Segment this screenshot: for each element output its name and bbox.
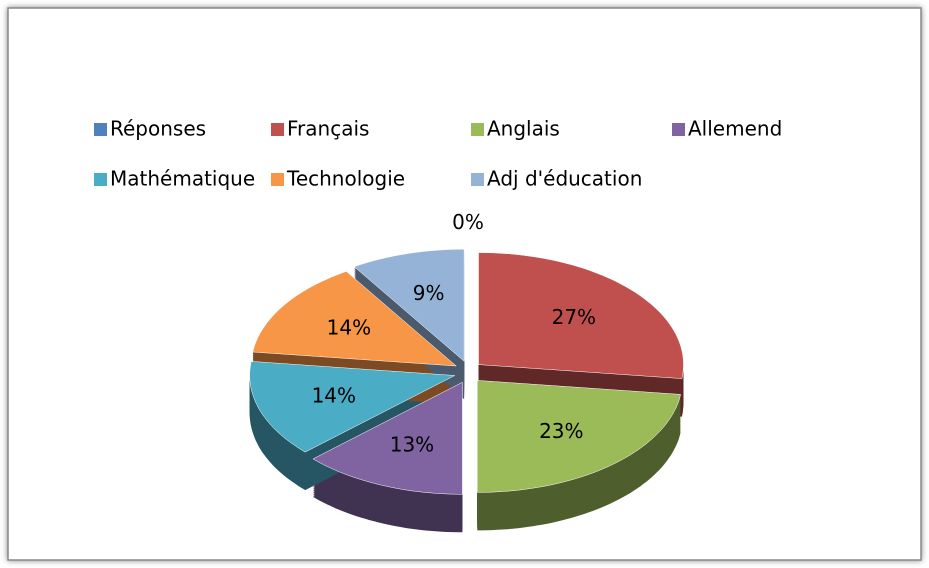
legend-swatch bbox=[94, 173, 107, 186]
chart-frame bbox=[7, 7, 922, 561]
data-label: 23% bbox=[539, 419, 583, 443]
legend: Réponses Français Anglais Allemend Mathémati… bbox=[94, 117, 782, 191]
data-label: 9% bbox=[413, 281, 445, 305]
legend-swatch bbox=[471, 123, 484, 136]
data-label: 14% bbox=[327, 315, 371, 339]
data-label: 13% bbox=[390, 433, 434, 457]
slice bbox=[478, 252, 684, 379]
legend-label: Technologie bbox=[286, 167, 405, 191]
slice bbox=[353, 248, 465, 362]
legend-label: Réponses bbox=[110, 117, 206, 141]
legend-label: Français bbox=[287, 117, 369, 141]
legend-swatch bbox=[271, 123, 284, 136]
legend-swatch bbox=[271, 173, 284, 186]
data-labels: 0% 27% 23% 13% 14% 14% 9% bbox=[312, 210, 596, 457]
legend-swatch bbox=[672, 123, 685, 136]
legend-swatch bbox=[94, 123, 107, 136]
slice bbox=[312, 381, 463, 495]
data-label: 14% bbox=[312, 383, 356, 407]
slice bbox=[249, 361, 456, 453]
legend-label: Anglais bbox=[487, 117, 560, 141]
legend-label: Allemend bbox=[688, 117, 782, 141]
slice bbox=[252, 271, 457, 367]
data-label: 27% bbox=[552, 305, 596, 329]
legend-swatch bbox=[471, 173, 484, 186]
legend-label: Adj d'éducation bbox=[487, 167, 642, 191]
data-label: 0% bbox=[452, 210, 484, 234]
pie-tops bbox=[249, 248, 684, 495]
legend-label: Mathématique bbox=[110, 167, 255, 191]
slice bbox=[477, 380, 681, 493]
